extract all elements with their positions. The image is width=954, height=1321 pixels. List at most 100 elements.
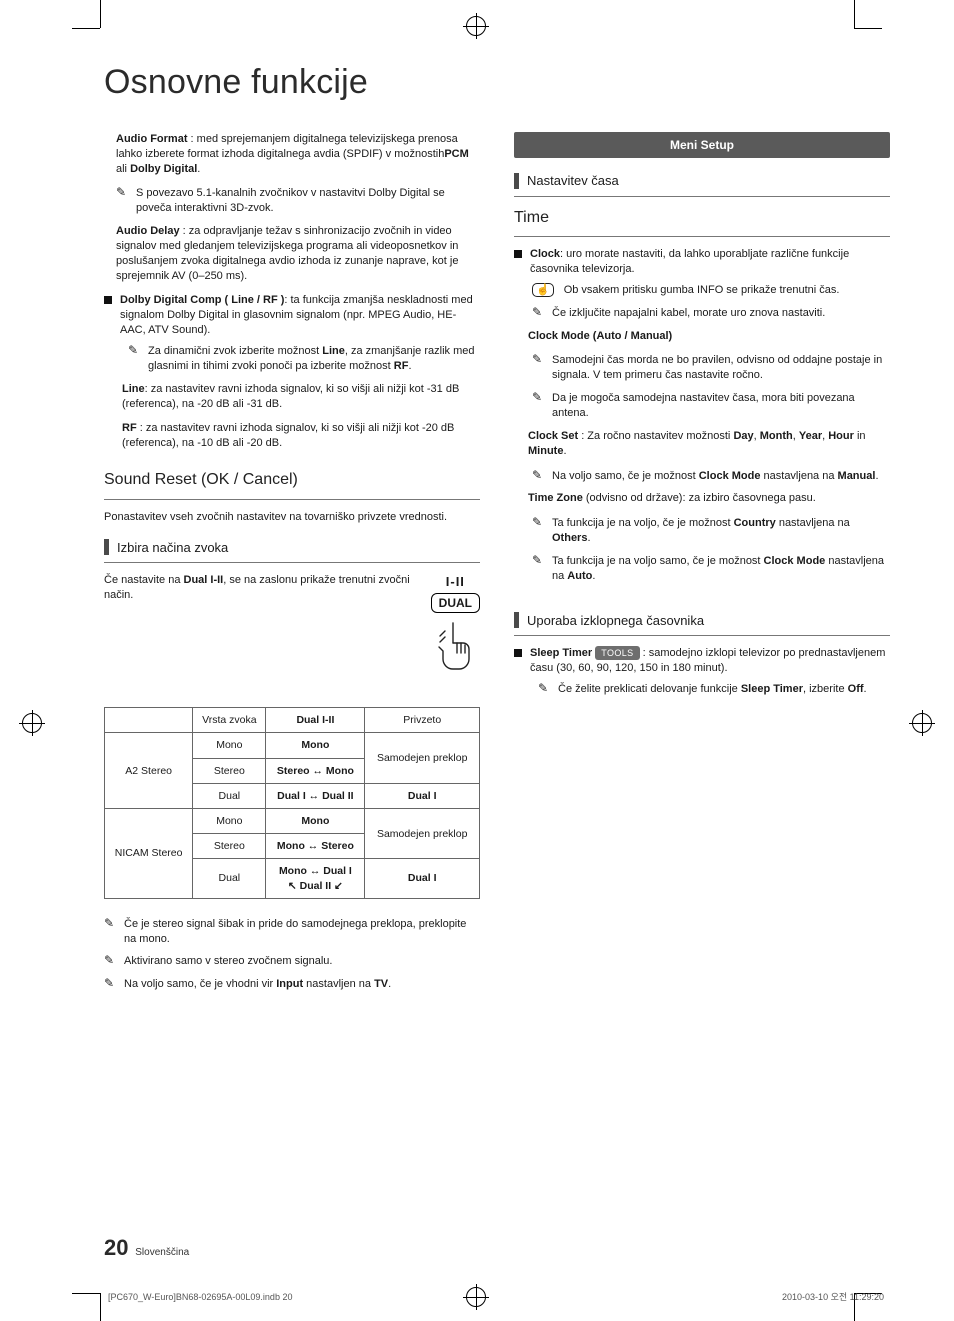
row-a2: A2 Stereo [105, 733, 193, 809]
divider [514, 196, 890, 197]
t: Off [848, 683, 864, 695]
bullet-icon [104, 296, 112, 304]
t: Others [552, 532, 587, 544]
dolby-comp-lead: Dolby Digital Comp ( Line / RF ) [120, 294, 284, 306]
t: Če želite preklicati delovanje funkcije [558, 683, 741, 695]
audio-format-dot: . [197, 163, 200, 175]
hand-icon [431, 619, 480, 680]
page-title: Osnovne funkcije [104, 60, 890, 106]
t: . [875, 470, 878, 482]
nastavitev-heading: Nastavitev časa [514, 172, 890, 190]
dolby-comp-note: ✎ Za dinamični zvok izberite možnost Lin… [128, 344, 480, 374]
cell: Mono [193, 733, 266, 758]
t: Line [322, 345, 345, 357]
th-default: Privzeto [365, 708, 480, 733]
rf-text: : za nastavitev ravni izhoda signalov, k… [122, 422, 454, 449]
t: . [592, 570, 595, 582]
left-column: Audio Format : med sprejemanjem digitaln… [104, 132, 480, 1000]
crop-mark [100, 0, 101, 28]
t: Ta funkcija je na voljo samo, če je možn… [552, 555, 764, 567]
crop-mark [100, 1293, 101, 1321]
clock-text: Clock: uro morate nastaviti, da lahko up… [530, 247, 890, 277]
t: Če nastavite na [104, 574, 184, 586]
nastavitev-text: Nastavitev časa [527, 172, 619, 190]
sleep-timer-note: ✎ Če želite preklicati delovanje funkcij… [538, 682, 890, 697]
pen-icon: ✎ [104, 954, 118, 969]
t: Year [799, 430, 822, 442]
pen-icon: ✎ [128, 344, 142, 374]
line-text: : za nastavitev ravni izhoda signalov, k… [122, 383, 459, 410]
clock-block: Clock: uro morate nastaviti, da lahko up… [514, 247, 890, 277]
crop-mark [72, 28, 100, 29]
table-note-3-text: Na voljo samo, če je vhodni vir Input na… [124, 977, 480, 992]
uporaba-heading: Uporaba izklopnega časovnika [514, 612, 890, 630]
t: (odvisno od države): za izbiro časovnega… [583, 492, 816, 504]
pen-icon: ✎ [532, 554, 546, 584]
table-note-3: ✎ Na voljo samo, če je vhodni vir Input … [104, 977, 480, 992]
cell: Samodejen preklop [365, 733, 480, 783]
pen-icon: ✎ [532, 469, 546, 484]
t: Sleep Timer [741, 683, 803, 695]
tz-note-2: ✎ Ta funkcija je na voljo samo, če je mo… [532, 554, 890, 584]
divider [104, 562, 480, 563]
table-note-2-text: Aktivirano samo v stereo zvočnem signalu… [124, 954, 480, 969]
timezone-block: Time Zone (odvisno od države): za izbiro… [528, 491, 890, 506]
divider [104, 499, 480, 500]
table-note-1: ✎ Če je stereo signal šibak in pride do … [104, 917, 480, 947]
t: in [854, 430, 866, 442]
cell: Mono ↔ Stereo [266, 834, 365, 859]
t: . [408, 360, 411, 372]
t: Auto [567, 570, 592, 582]
t: nastavljen na [303, 978, 374, 990]
th-type: Vrsta zvoka [193, 708, 266, 733]
pen-icon: ✎ [532, 391, 546, 421]
izbira-heading: Izbira načina zvoka [104, 539, 480, 557]
dual-badge-box: DUAL [431, 593, 480, 613]
tz-note-2-text: Ta funkcija je na voljo samo, če je možn… [552, 554, 890, 584]
audio-mode-table: Vrsta zvoka Dual I-II Privzeto A2 Stereo… [104, 707, 480, 898]
heading-bar-icon [514, 173, 519, 189]
clock-off-note: ✎ Če izključite napajalni kabel, morate … [532, 306, 890, 321]
rf-lead: RF [122, 422, 137, 434]
clock-mode-note-1: ✎ Samodejni čas morda ne bo pravilen, od… [532, 353, 890, 383]
pen-icon: ✎ [116, 186, 130, 216]
t: . [388, 978, 391, 990]
clock-set-note-text: Na voljo samo, če je možnost Clock Mode … [552, 469, 890, 484]
audio-format-note-text: S povezavo 5.1-kanalnih zvočnikov v nast… [136, 186, 480, 216]
pen-icon: ✎ [104, 917, 118, 947]
t: Ta funkcija je na voljo, če je možnost [552, 517, 734, 529]
pen-icon: ✎ [532, 353, 546, 383]
registration-mark [912, 713, 932, 733]
page-number-value: 20 [104, 1235, 128, 1260]
cell: Mono [193, 808, 266, 833]
pen-icon: ✎ [538, 682, 552, 697]
t: . [587, 532, 590, 544]
clock-info-text: Ob vsakem pritisku gumba INFO se prikaže… [564, 283, 890, 298]
cell: Dual [193, 859, 266, 898]
tz-note-1: ✎ Ta funkcija je na voljo, če je možnost… [532, 516, 890, 546]
sound-reset-heading: Sound Reset (OK / Cancel) [104, 469, 480, 491]
crop-mark [72, 1293, 100, 1294]
izbira-heading-text: Izbira načina zvoka [117, 539, 228, 557]
clock-mode-note-2-text: Da je mogoča samodejna nastavitev časa, … [552, 391, 890, 421]
cell: Dual I [365, 783, 480, 808]
line-block: Line: za nastavitev ravni izhoda signalo… [122, 382, 480, 412]
sound-reset-text: Ponastavitev vseh zvočnih nastavitev na … [104, 510, 480, 525]
audio-format-lead: Audio Format [116, 133, 188, 145]
clock-set-note: ✎ Na voljo samo, če je možnost Clock Mod… [532, 469, 890, 484]
divider [514, 236, 890, 237]
sleep-timer-block: Sleep Timer TOOLS : samodejno izklopi te… [514, 646, 890, 676]
cell: Mono [266, 733, 365, 758]
cell: Mono [266, 808, 365, 833]
t: RF [394, 360, 409, 372]
footer-left: [PC670_W-Euro]BN68-02695A-00L09.indb 20 [108, 1291, 292, 1303]
t: Clock Mode [764, 555, 826, 567]
bullet-icon [514, 649, 522, 657]
audio-format-dolby: Dolby Digital [130, 163, 197, 175]
sleep-timer-text: Sleep Timer TOOLS : samodejno izklopi te… [530, 646, 890, 676]
audio-format-note: ✎ S povezavo 5.1-kanalnih zvočnikov v na… [116, 186, 480, 216]
tz-note-1-text: Ta funkcija je na voljo, če je možnost C… [552, 516, 890, 546]
registration-mark [22, 713, 42, 733]
t: Clock Mode (Auto / Manual) [528, 330, 672, 342]
right-column: Meni Setup Nastavitev časa Time Clock: u… [514, 132, 890, 1000]
